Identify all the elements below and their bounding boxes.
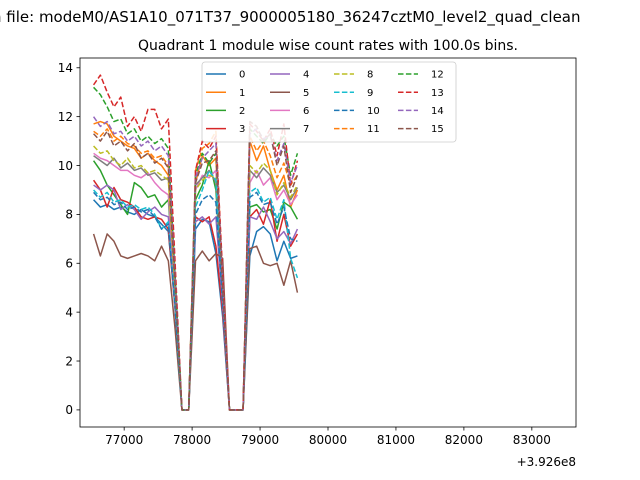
legend-label-13: 13 [431,88,444,99]
y-tick-label: 2 [65,354,73,368]
legend-label-12: 12 [431,70,444,81]
series-line-10 [93,191,298,411]
x-offset-label: +3.926e8 [517,455,576,469]
y-tick-label: 14 [58,61,73,75]
x-tick-label: 80000 [309,433,347,447]
legend-label-5: 5 [303,88,309,99]
legend-label-1: 1 [239,88,245,99]
x-tick-label: 77000 [105,433,143,447]
legend-label-3: 3 [239,124,245,135]
axes: 77000 78000 79000 80000 81000 82000 83000 0 2 4 6 8… [58,57,577,447]
y-tick-label: 6 [65,257,73,271]
figure-suptitle: n file: modeM0/AS1A10_071T37_9000005180_… [0,8,581,27]
legend-label-8: 8 [367,70,373,81]
legend-label-14: 14 [431,106,444,117]
y-tick-label: 0 [65,403,73,417]
y-tick-label: 8 [65,208,73,222]
series-line-13 [92,74,299,411]
legend-label-6: 6 [303,106,309,117]
legend-label-9: 9 [367,88,373,99]
legend-label-0: 0 [239,70,245,81]
legend-label-11: 11 [367,124,380,135]
y-tick-label: 12 [58,110,73,124]
legend-label-15: 15 [431,124,444,135]
chart-title: Quadrant 1 module wise count rates with … [138,38,518,54]
y-tick-label: 4 [65,305,73,319]
legend-label-7: 7 [303,124,309,135]
x-tick-label: 81000 [377,433,415,447]
series-line-9 [93,169,299,411]
x-tick-label: 79000 [241,433,279,447]
series-line-5 [92,233,299,411]
legend-label-4: 4 [303,70,309,81]
legend-label-10: 10 [367,106,380,117]
legend-box [201,61,457,143]
x-tick-label: 78000 [173,433,211,447]
legend-label-2: 2 [239,106,245,117]
y-tick-label: 10 [58,159,73,173]
x-tick-label: 83000 [513,433,551,447]
x-tick-label: 82000 [445,433,483,447]
